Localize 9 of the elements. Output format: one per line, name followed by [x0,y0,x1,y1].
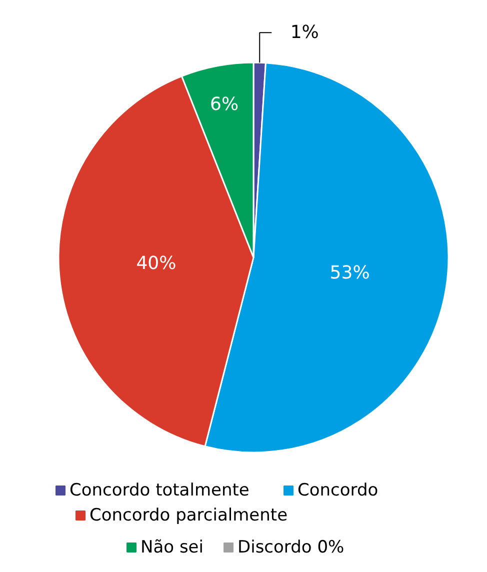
data-label: 1% [290,22,319,44]
legend-label: Concordo parcialmente [90,506,288,526]
legend-label: Concordo [298,480,378,500]
legend-label: Concordo totalmente [70,480,250,500]
data-label: 53% [330,262,370,284]
data-label: 6% [210,94,239,115]
legend-label: Não sei [140,538,204,558]
data-label: 40% [136,253,176,274]
legend-label: Discordo 0% [238,538,344,558]
